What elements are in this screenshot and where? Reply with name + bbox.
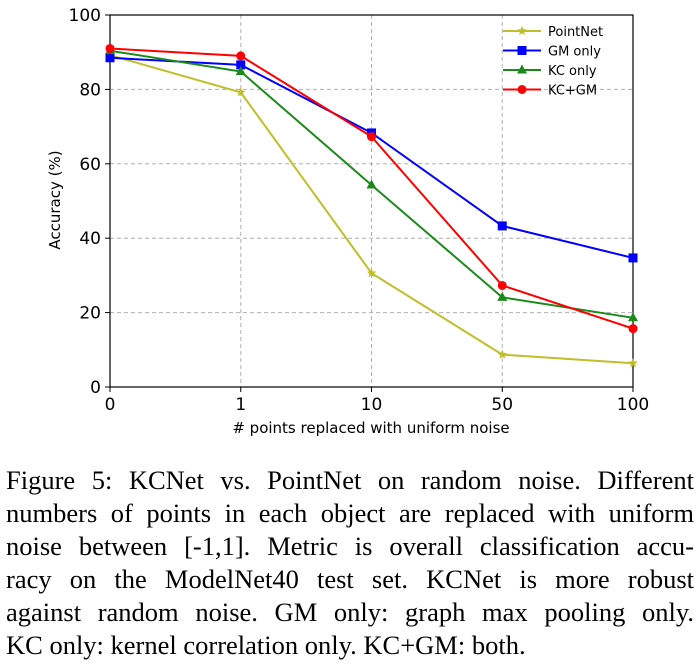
data-point	[628, 253, 638, 263]
data-point	[517, 46, 527, 55]
grid-lines	[110, 15, 633, 387]
y-tick-label: 80	[79, 80, 101, 100]
caption-line: Figure 5: KCNet vs. PointNet on random n…	[6, 465, 694, 495]
data-point	[366, 268, 377, 278]
legend-item: KC only	[503, 64, 597, 79]
y-axis-label: Accuracy (%)	[46, 150, 64, 249]
data-point	[236, 60, 246, 70]
caption-line: racy on the ModelNet40 test set. KCNet i…	[6, 564, 694, 594]
data-point	[235, 87, 246, 97]
series-kc-gm	[105, 43, 638, 334]
x-tick-label: 10	[361, 395, 383, 415]
caption-line: against random noise. GM only: graph max…	[6, 597, 694, 627]
legend-item: KC+GM	[503, 84, 597, 99]
series-group	[105, 43, 638, 368]
data-point	[517, 85, 527, 94]
legend-item: PointNet	[503, 25, 603, 40]
legend-label: PointNet	[548, 25, 603, 40]
data-point	[517, 64, 527, 74]
legend-label: KC only	[548, 64, 597, 79]
x-axis-label: # points replaced with uniform noise	[232, 419, 509, 437]
figure-caption: Figure 5: KCNet vs. PointNet on random n…	[6, 464, 694, 662]
y-tick-label: 40	[79, 229, 101, 249]
data-point	[628, 324, 638, 334]
data-point	[497, 349, 508, 359]
x-axis-ticks: 0 1 10 50 100	[105, 387, 649, 415]
x-tick-label: 50	[491, 395, 513, 415]
caption-line: numbers of points in each object are rep…	[6, 498, 694, 528]
data-point	[105, 43, 115, 53]
legend-item: GM only	[503, 45, 601, 60]
data-point	[235, 66, 246, 76]
y-tick-label: 100	[69, 6, 101, 26]
x-tick-label: 0	[105, 395, 116, 415]
line-chart: 0 20 40 60 80 100 0 1 10 50 100 Accuracy (%) # po…	[46, 6, 649, 437]
caption-line: noise between [-1,1]. Metric is overall …	[6, 531, 694, 561]
legend-label: GM only	[548, 45, 601, 60]
x-tick-label: 100	[617, 395, 649, 415]
caption-line: KC only: kernel correlation only. KC+GM:…	[6, 630, 526, 660]
y-tick-label: 0	[90, 378, 101, 398]
x-tick-label: 1	[235, 395, 246, 415]
data-point	[105, 53, 115, 63]
data-point	[497, 280, 507, 290]
data-point	[497, 221, 507, 231]
y-tick-label: 60	[79, 155, 101, 175]
data-point	[236, 51, 246, 61]
data-point	[628, 358, 638, 368]
legend: PointNet GM only KC only KC+GM	[503, 25, 603, 99]
y-axis-ticks: 0 20 40 60 80 100	[69, 6, 110, 398]
legend-label: KC+GM	[548, 84, 597, 99]
data-point	[366, 179, 377, 189]
data-point	[497, 291, 508, 301]
data-point	[628, 312, 638, 322]
y-tick-label: 20	[79, 304, 101, 324]
data-point	[517, 26, 527, 36]
data-point	[367, 132, 376, 142]
